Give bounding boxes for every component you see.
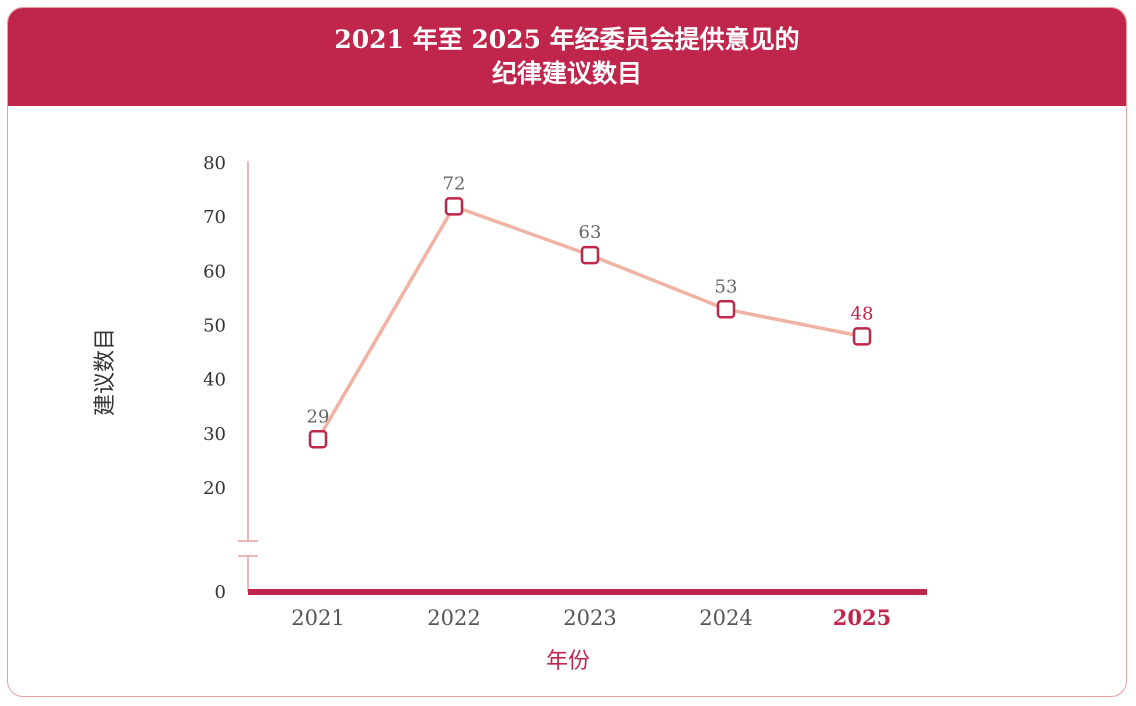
series: 29 72 63 53 48 [307,173,874,449]
chart-title-line1: 2021 年至 2025 年经委员会提供意见的 [334,25,800,54]
x-tick-label: 2024 [699,606,752,630]
data-label: 29 [307,406,330,427]
x-tick-label: 2022 [427,606,480,630]
data-point-marker [308,430,328,449]
data-point-marker [580,245,600,265]
chart-title-banner: 2021 年至 2025 年经委员会提供意见的 纪律建议数目 [8,8,1126,106]
x-axis-baseline [248,589,927,595]
y-axis: 0 20 30 40 50 60 70 80 [203,153,258,603]
x-tick-label: 2023 [563,606,616,630]
chart-card: 2021 年至 2025 年经委员会提供意见的 纪律建议数目 [7,7,1127,697]
data-label: 72 [443,173,466,194]
data-point-marker [852,327,872,346]
y-tick-label: 80 [203,153,226,174]
x-tick-label: 2021 [291,606,344,630]
x-axis: 2021 2022 2023 2024 2025 [248,589,927,630]
data-point-marker [444,197,464,216]
data-label: 63 [579,222,602,243]
y-tick-label: 30 [203,424,226,445]
y-tick-label: 50 [203,316,226,337]
y-tick-label: 0 [215,582,226,603]
chart-title-line2: 纪律建议数目 [491,59,642,88]
data-label: 48 [851,303,874,324]
y-tick-label: 40 [203,370,226,391]
y-axis-title: 建议数目 [93,328,118,416]
y-tick-label: 70 [203,207,226,228]
x-tick-label: 2025 [833,605,891,630]
y-tick-label: 20 [203,478,226,499]
data-label: 53 [715,276,738,297]
y-tick-label: 60 [203,261,226,282]
data-point-marker [716,300,736,319]
x-axis-title: 年份 [546,649,590,674]
